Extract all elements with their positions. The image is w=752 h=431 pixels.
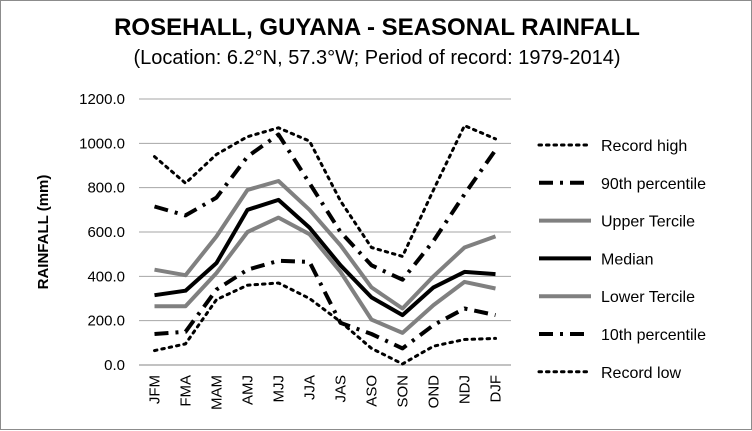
x-tick-label: FMA [178,375,195,407]
series-line-record-high [153,124,497,258]
y-tick-label: 200.0 [87,313,125,330]
x-tick-label: JJA [302,375,319,400]
x-tick-label: ASO [364,375,381,407]
y-tick-labels: 0.0 200.0 400.0 600.0 800.0 1000.0 1200.0 [79,91,125,374]
legend-label: 90th percentile [601,176,706,193]
x-tick-label: MAM [209,375,226,410]
x-tick-label: NDJ [457,375,474,404]
x-tick-label: JAS [333,375,350,403]
series-line-90th-percentile [153,132,498,282]
y-tick-label: 800.0 [87,180,125,197]
x-tick-label: SON [395,375,412,408]
x-tick-label: OND [426,375,443,409]
series-line-median [154,197,496,318]
legend-label: Median [601,251,653,268]
y-tick-label: 1000.0 [79,135,125,152]
legend-label: Record high [601,138,687,155]
x-tick-label: DJF [488,375,505,403]
y-tick-label: 1200.0 [79,91,125,108]
x-tick-labels: JFM FMA MAM AMJ MJJ JJA JAS ASO SON OND NDJ DJF [147,375,505,410]
legend-label: 10th percentile [601,327,706,344]
x-tick-label: JFM [147,375,164,404]
chart-subtitle: (Location: 6.2°N, 57.3°W; Period of reco… [133,47,620,69]
legend-label: Upper Tercile [601,214,695,231]
y-tick-label: 0.0 [104,357,125,374]
legend-label: Lower Tercile [601,289,695,306]
x-tick-label: AMJ [240,375,257,405]
gridlines [139,98,511,366]
y-tick-label: 400.0 [87,268,125,285]
series-line-10th-percentile [154,258,496,351]
chart-title: ROSEHALL, GUYANA - SEASONAL RAINFALL [114,14,640,41]
series-line-record-low [153,281,497,366]
x-tick-label: MJJ [271,375,288,403]
legend-label: Record low [601,365,681,382]
series-line-upper-tercile [154,179,497,311]
y-tick-label: 600.0 [87,224,125,241]
y-axis-label: RAINFALL (mm) [35,175,52,290]
series-lines [153,124,498,366]
series-line-lower-tercile [154,215,496,335]
legend: Record high 90th percentile Upper Tercile M… [537,138,706,382]
